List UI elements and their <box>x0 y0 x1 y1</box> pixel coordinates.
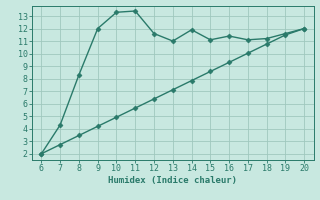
X-axis label: Humidex (Indice chaleur): Humidex (Indice chaleur) <box>108 176 237 185</box>
